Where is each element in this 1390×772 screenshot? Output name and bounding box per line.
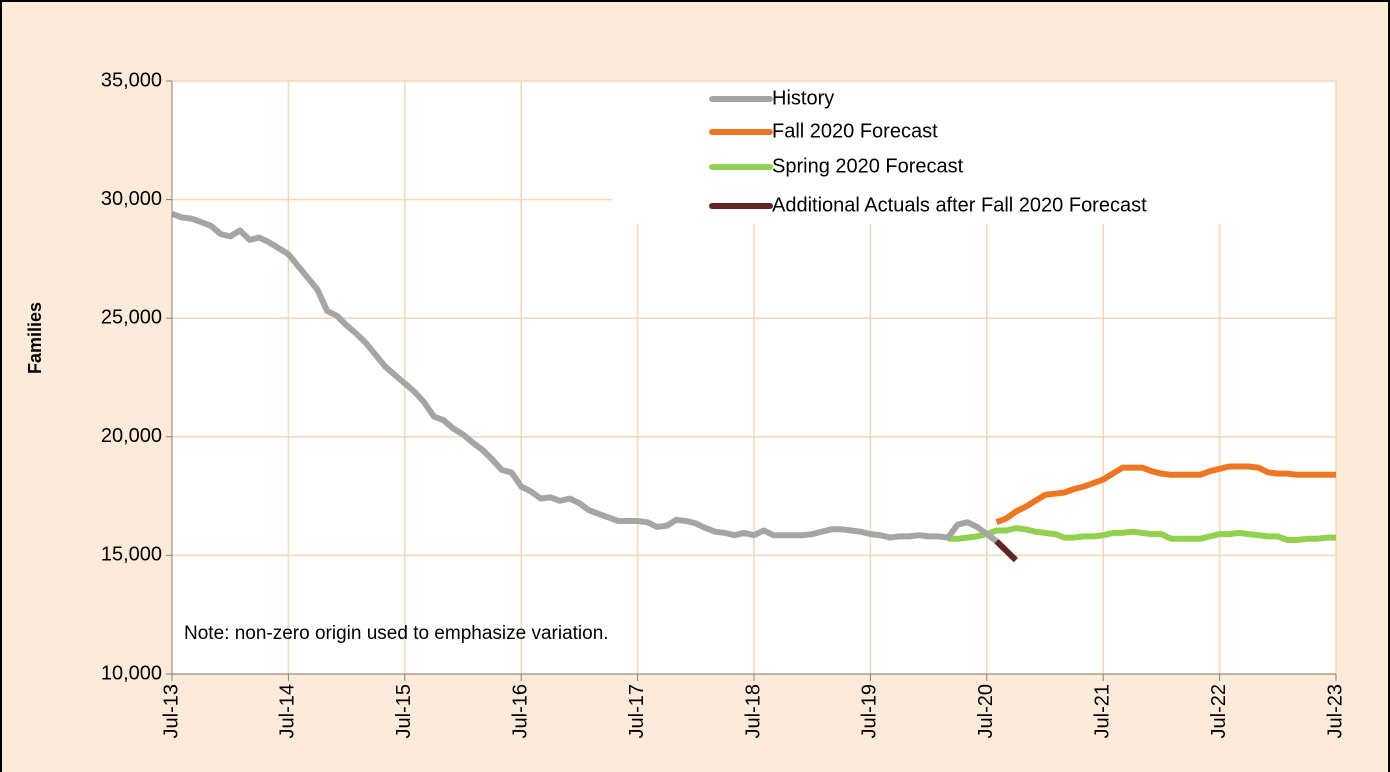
y-axis-label: Families [25,302,45,374]
x-tick-label: Jul-15 [393,684,415,738]
legend: History Fall 2020 Forecast Spring 2020 For… [709,87,1147,216]
series-line [948,525,1336,543]
legend-label: Spring 2020 Forecast [772,155,964,177]
axes: 10,000 15,000 20,000 25,000 30,000 35,000 Jul-… [101,69,1346,738]
legend-box [612,82,1335,224]
series-line [995,463,1336,526]
series-line [170,210,999,544]
legend-label: Additional Actuals after Fall 2020 Forec… [772,194,1147,216]
x-tick-label: Jul-16 [509,684,531,738]
legend-label: History [772,87,834,109]
y-tick-label: 20,000 [101,425,162,447]
x-tick-label: Jul-13 [160,684,182,738]
legend-label: Fall 2020 Forecast [772,120,938,142]
y-tick-label: 25,000 [101,306,162,328]
y-tick-label: 35,000 [101,69,162,91]
x-tick-label: Jul-21 [1091,684,1113,738]
y-tick-label: 15,000 [101,544,162,566]
x-tick-label: Jul-20 [975,684,997,738]
y-tick-label: 10,000 [101,662,162,684]
x-tick-label: Jul-23 [1324,684,1346,738]
x-tick-label: Jul-18 [742,684,764,738]
y-tick-label: 30,000 [101,188,162,210]
x-tick-label: Jul-14 [277,684,299,738]
x-tick-label: Jul-19 [859,684,881,738]
annotation: Note: non-zero origin used to emphasize … [184,623,609,644]
series-lines [170,210,1336,563]
x-tick-label: Jul-17 [626,684,648,738]
series-line [994,539,1018,563]
x-tick-label: Jul-22 [1208,684,1230,738]
grid [172,80,1337,675]
